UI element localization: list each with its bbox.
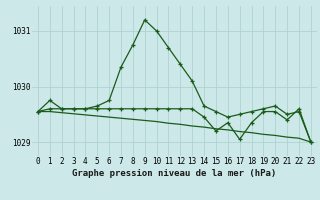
X-axis label: Graphe pression niveau de la mer (hPa): Graphe pression niveau de la mer (hPa)	[72, 169, 276, 178]
